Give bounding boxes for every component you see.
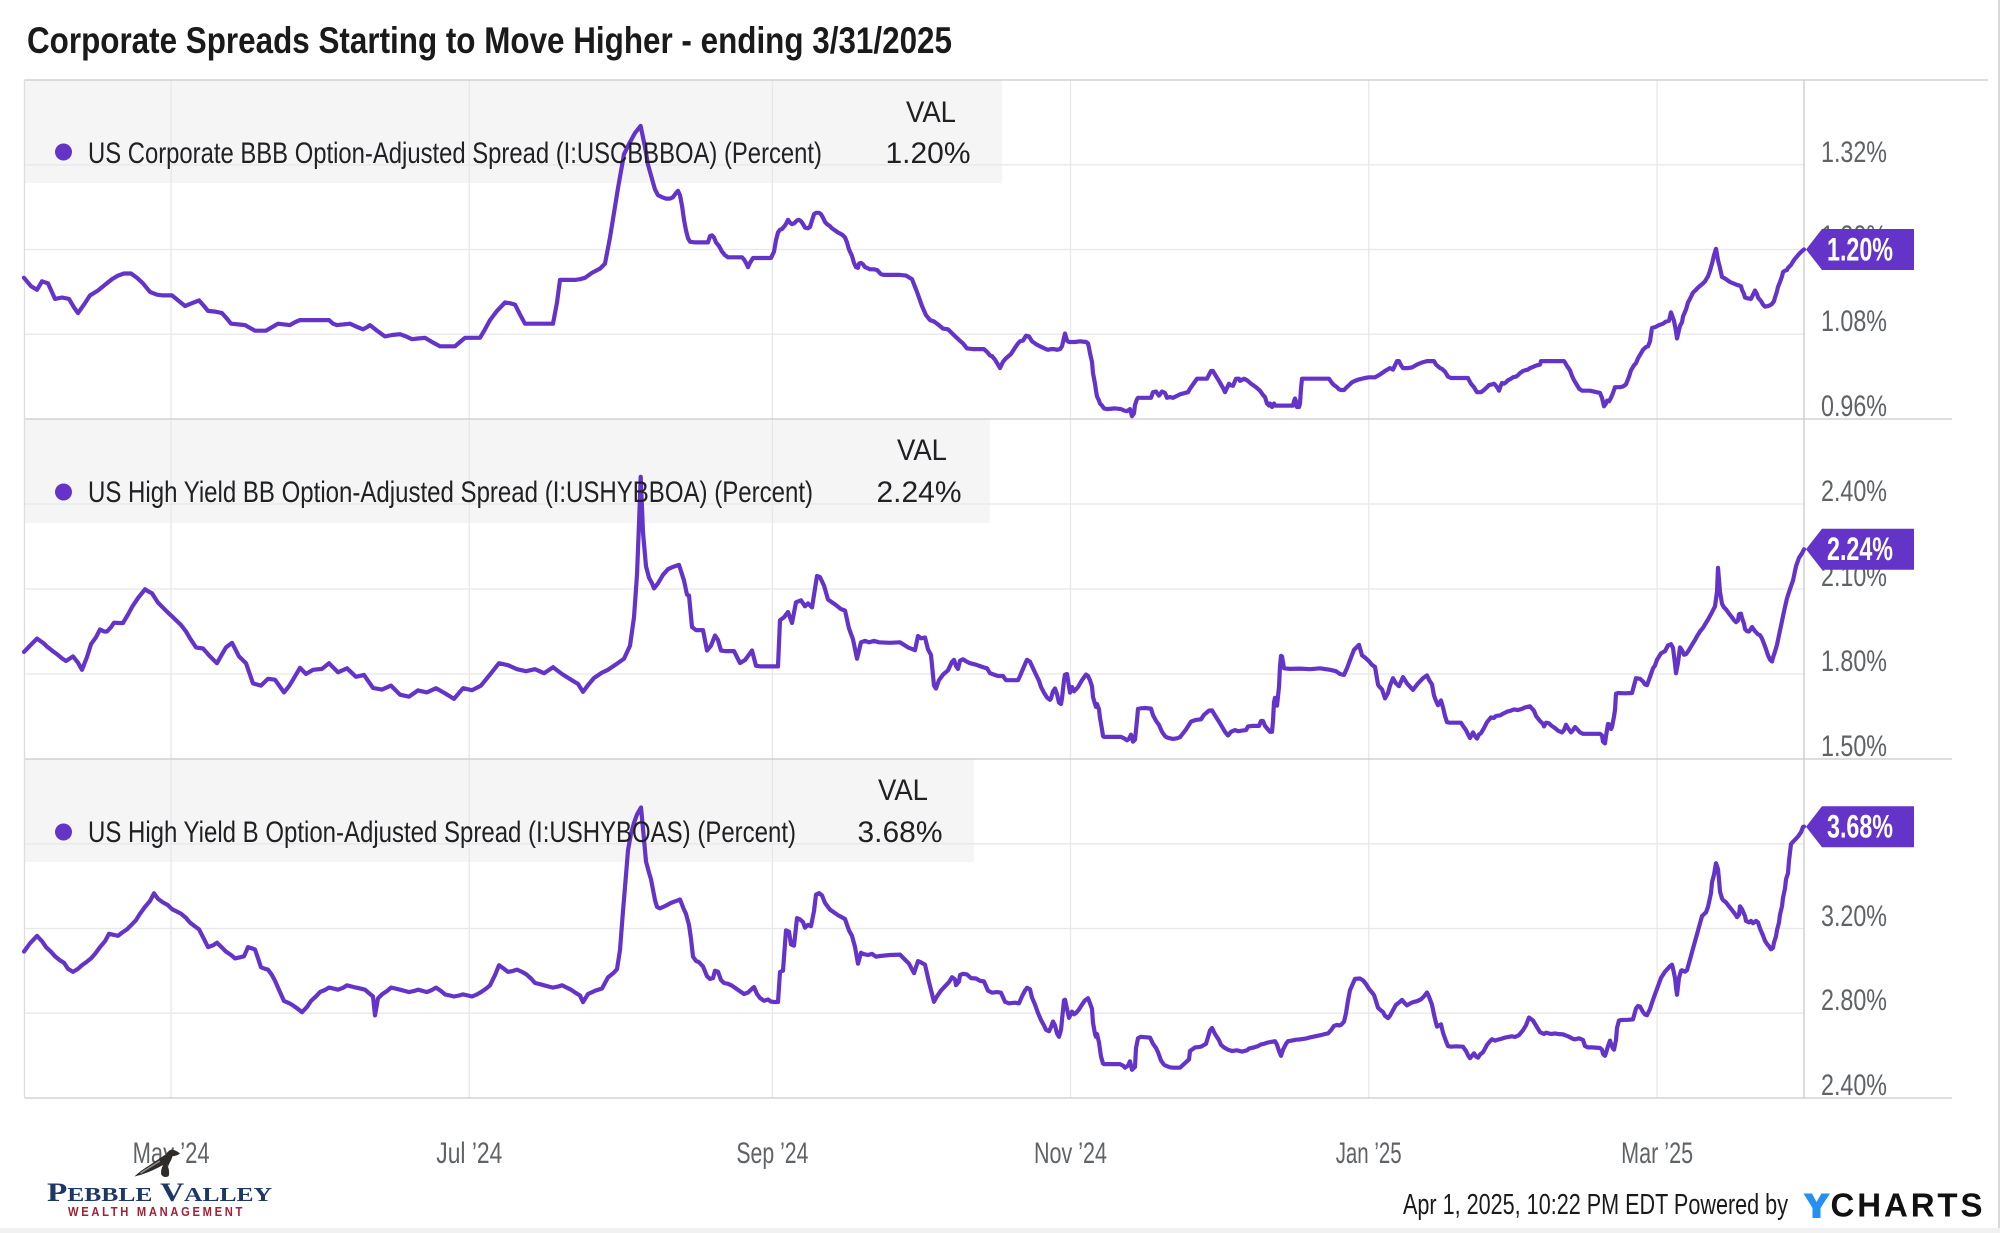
svg-text:Corporate Spreads Starting to: Corporate Spreads Starting to Move Highe… [27,20,952,61]
svg-text:1.80%: 1.80% [1821,645,1887,678]
svg-text:1.50%: 1.50% [1821,730,1887,763]
svg-text:2.80%: 2.80% [1821,984,1887,1017]
svg-text:2.24%: 2.24% [877,476,962,509]
svg-text:Nov ’24: Nov ’24 [1034,1137,1107,1170]
svg-text:2.40%: 2.40% [1821,475,1887,508]
svg-text:1.32%: 1.32% [1821,136,1887,169]
svg-text:CHARTS: CHARTS [1831,1187,1983,1224]
svg-text:Apr 1, 2025, 10:22 PM EDT Powe: Apr 1, 2025, 10:22 PM EDT Powered by [1403,1189,1788,1221]
svg-text:0.96%: 0.96% [1821,390,1887,423]
svg-text:1.08%: 1.08% [1821,305,1887,338]
svg-text:US Corporate BBB Option-Adjust: US Corporate BBB Option-Adjusted Spread … [88,137,822,170]
svg-text:Jul ’24: Jul ’24 [436,1137,502,1170]
svg-text:Sep ’24: Sep ’24 [736,1137,808,1170]
svg-text:2.40%: 2.40% [1821,1069,1887,1102]
svg-text:US High Yield B Option-Adjuste: US High Yield B Option-Adjusted Spread (… [88,816,796,849]
svg-text:1.20%: 1.20% [1827,231,1893,267]
svg-text:Mar ’25: Mar ’25 [1621,1137,1693,1170]
svg-text:VAL: VAL [906,96,956,129]
svg-text:WEALTH MANAGEMENT: WEALTH MANAGEMENT [68,1205,245,1219]
svg-text:US High Yield BB Option-Adjust: US High Yield BB Option-Adjusted Spread … [88,476,813,509]
svg-text:VAL: VAL [897,434,947,467]
svg-text:Jan ’25: Jan ’25 [1336,1137,1402,1170]
svg-text:3.20%: 3.20% [1821,900,1887,933]
svg-text:3.68%: 3.68% [858,816,943,849]
svg-text:VAL: VAL [878,774,928,807]
svg-text:1.20%: 1.20% [886,137,971,170]
svg-text:2.24%: 2.24% [1827,531,1893,567]
svg-text:3.68%: 3.68% [1827,809,1893,845]
